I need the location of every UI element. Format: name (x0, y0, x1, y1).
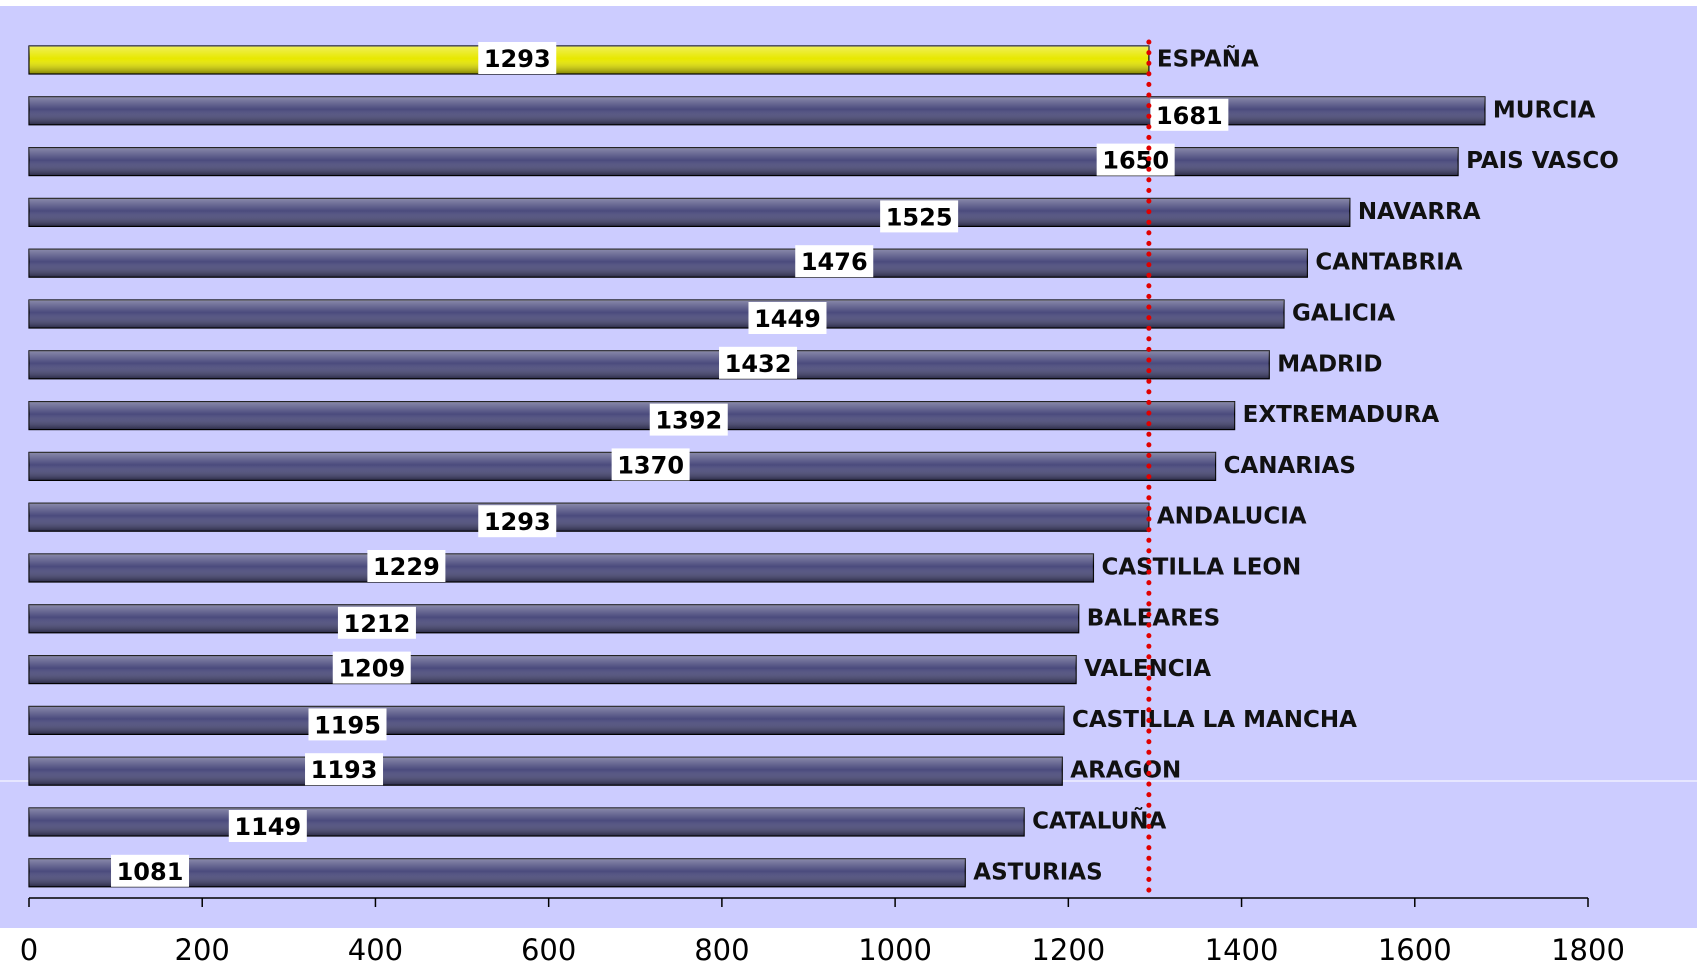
value-label: 1525 (886, 203, 953, 231)
value-label-box (719, 346, 798, 379)
value-label: 1193 (311, 756, 378, 784)
category-label: MADRID (1277, 351, 1382, 377)
category-label: BALEARES (1087, 605, 1221, 631)
x-tick-label: 1800 (1551, 933, 1625, 967)
x-tick-label: 1200 (1031, 933, 1105, 967)
category-label: CANARIAS (1224, 453, 1356, 479)
bar-shade (29, 350, 1270, 379)
value-label: 1081 (117, 858, 184, 886)
value-label-box (308, 708, 387, 741)
value-label: 1432 (725, 350, 792, 378)
value-label: 1212 (344, 610, 411, 638)
x-tick-label: 1000 (858, 933, 932, 967)
bar-shade (29, 300, 1284, 328)
category-label: ANDALUCIA (1157, 504, 1307, 530)
bar-shade (29, 46, 1149, 74)
x-tick-label: 800 (694, 933, 749, 967)
value-label-box (478, 505, 557, 538)
category-label: ESPAÑA (1157, 45, 1259, 73)
value-label-box (478, 42, 557, 74)
category-label: CASTILLA LA MANCHA (1072, 707, 1357, 733)
category-label: CATALUÑA (1032, 807, 1166, 835)
category-label: MURCIA (1493, 97, 1596, 123)
value-label-box (1096, 143, 1175, 176)
x-tick-label: 600 (521, 933, 576, 967)
value-label: 1149 (234, 813, 301, 841)
bar-shade (29, 808, 1025, 836)
category-label: CASTILLA LEON (1101, 555, 1301, 581)
bar-shade (29, 604, 1079, 633)
value-label-box (880, 200, 959, 233)
value-label-box (367, 550, 446, 582)
value-label-box (228, 810, 307, 842)
category-label: PAIS VASCO (1466, 148, 1619, 174)
value-label-box (337, 606, 416, 639)
value-label-box (795, 245, 874, 278)
bar-shade (29, 198, 1350, 227)
value-label: 1293 (484, 508, 551, 536)
category-label: ARAGON (1070, 758, 1181, 784)
value-label: 1195 (314, 711, 381, 739)
value-label-box (332, 651, 411, 684)
value-label: 1209 (338, 655, 405, 683)
value-label: 1681 (1156, 102, 1223, 130)
bar-shade (29, 757, 1063, 786)
value-label-box (305, 753, 384, 786)
category-label: ASTURIAS (973, 859, 1102, 885)
value-label-box (611, 448, 690, 481)
bar-shade (29, 503, 1149, 532)
bar-shade (29, 655, 1077, 684)
x-tick-label: 400 (348, 933, 403, 967)
x-tick-label: 1400 (1205, 933, 1279, 967)
value-label: 1370 (617, 451, 684, 479)
value-label: 1392 (655, 407, 722, 435)
category-label: NAVARRA (1358, 199, 1481, 225)
category-label: CANTABRIA (1315, 250, 1462, 276)
value-label: 1449 (754, 305, 821, 333)
value-label: 1476 (801, 248, 868, 276)
x-tick-label: 0 (20, 933, 38, 967)
value-label-box (649, 403, 728, 436)
bar-shade (29, 249, 1308, 278)
bar-shade (29, 401, 1235, 430)
bar-shade (29, 706, 1065, 735)
bar-shade (29, 554, 1094, 582)
category-label: EXTREMADURA (1243, 402, 1440, 428)
value-label-box (111, 854, 190, 887)
value-label: 1650 (1102, 147, 1169, 175)
bar-shade (29, 147, 1459, 176)
x-tick-label: 1600 (1378, 933, 1452, 967)
value-label: 1293 (484, 45, 551, 73)
value-label: 1229 (373, 553, 440, 581)
value-label-box (748, 302, 827, 334)
category-label: GALICIA (1292, 301, 1395, 327)
x-tick-label: 200 (175, 933, 230, 967)
value-label-box (1150, 98, 1229, 131)
bar-shade (29, 96, 1485, 125)
